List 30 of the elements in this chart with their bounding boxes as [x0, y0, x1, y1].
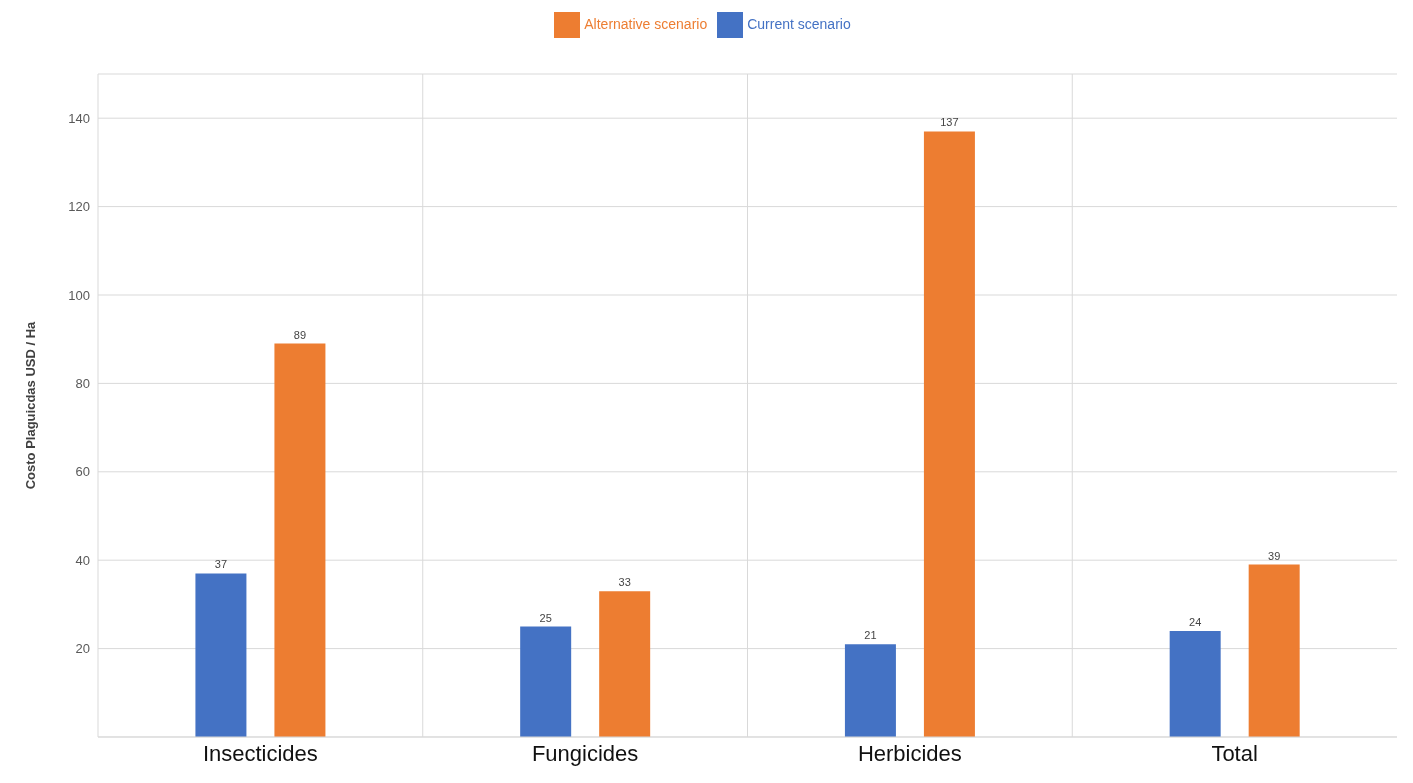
x-tick-label: Insecticides — [202, 740, 318, 766]
legend-label: Current scenario — [747, 15, 851, 32]
bar — [195, 573, 247, 737]
y-tick-label: 40 — [75, 552, 90, 568]
bar — [844, 644, 896, 737]
y-tick-label: 140 — [68, 110, 90, 126]
y-tick-label: 80 — [75, 376, 90, 392]
y-tick-label: 120 — [68, 199, 90, 215]
data-label: 89 — [293, 328, 307, 341]
y-tick-label: 60 — [75, 464, 90, 480]
bar — [274, 343, 326, 737]
data-label: 37 — [214, 558, 228, 571]
y-axis-title: Costo Plaguicdas USD / Ha — [22, 320, 38, 490]
data-label: 137 — [940, 116, 959, 129]
bar — [1169, 630, 1221, 737]
data-label: 33 — [618, 576, 631, 589]
x-tick-label: Total — [1211, 740, 1258, 766]
y-tick-label: 20 — [75, 641, 90, 657]
bar — [599, 591, 651, 737]
data-label: 25 — [539, 611, 552, 624]
legend-label: Alternative scenario — [584, 15, 708, 32]
x-tick-label: Fungicides — [531, 740, 639, 766]
data-label: 24 — [1189, 615, 1202, 628]
y-tick-label: 100 — [68, 287, 90, 303]
bar — [923, 131, 975, 737]
bar — [1248, 564, 1300, 737]
data-label: 21 — [864, 629, 877, 642]
x-tick-label: Herbicides — [857, 740, 962, 766]
data-label: 39 — [1268, 549, 1281, 562]
bar — [520, 626, 572, 737]
